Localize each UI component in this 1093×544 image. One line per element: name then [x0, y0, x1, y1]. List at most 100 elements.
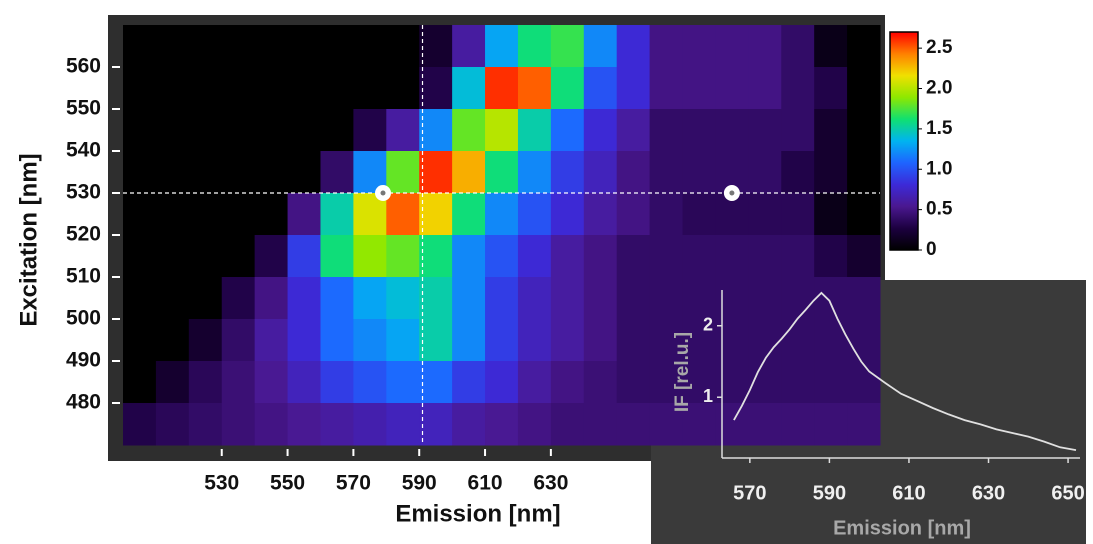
heat-cell: [583, 67, 618, 110]
heat-cell: [155, 67, 190, 110]
x-tick-label: 550: [270, 472, 305, 495]
cursor-marker-center: [729, 190, 735, 196]
heat-cell: [320, 361, 354, 404]
heat-cell: [353, 277, 387, 320]
heat-cell: [485, 67, 519, 110]
heat-cell: [649, 193, 684, 236]
x-tick-label: 590: [813, 482, 846, 504]
heat-cell: [649, 361, 684, 404]
heat-cell: [748, 67, 782, 110]
heat-cell: [254, 319, 289, 362]
cursor-marker-center: [380, 190, 386, 196]
heat-cell: [485, 193, 519, 236]
heat-cell: [616, 361, 651, 404]
y-tick-label: 2: [703, 314, 713, 334]
heat-cell: [287, 361, 321, 404]
heat-cell: [452, 67, 486, 110]
heat-cell: [781, 193, 815, 236]
heat-cell: [682, 193, 716, 236]
heat-cell: [583, 403, 618, 446]
heat-cell: [221, 193, 256, 236]
heat-cell: [221, 151, 256, 194]
heat-cell: [419, 109, 453, 152]
heat-cell: [386, 319, 420, 362]
heat-cell: [814, 361, 848, 404]
heat-cell: [353, 361, 387, 404]
heat-cell: [287, 403, 321, 446]
heat-cell: [353, 235, 387, 278]
heat-cell: [715, 67, 749, 110]
heat-cell: [254, 109, 289, 152]
heat-cell: [386, 25, 420, 68]
y-tick-label: 1: [703, 386, 713, 406]
heat-cell: [748, 151, 782, 194]
heat-cell: [386, 361, 420, 404]
heat-cell: [419, 151, 453, 194]
heat-cell: [254, 361, 289, 404]
heat-cell: [221, 235, 256, 278]
heat-cell: [781, 361, 815, 404]
heat-cell: [123, 109, 157, 152]
heat-cell: [353, 25, 387, 68]
heat-cell: [188, 235, 223, 278]
heat-cell: [254, 277, 289, 320]
heat-cell: [616, 403, 651, 446]
heat-cell: [517, 151, 552, 194]
heat-cell: [386, 277, 420, 320]
heat-cell: [550, 319, 585, 362]
heat-cell: [781, 277, 815, 320]
heat-cell: [682, 109, 716, 152]
heat-cell: [386, 193, 420, 236]
heat-cell: [287, 109, 321, 152]
heat-cell: [715, 25, 749, 68]
heat-cell: [847, 193, 881, 236]
heat-cell: [452, 319, 486, 362]
y-axis-label: IF [rel.u.]: [672, 332, 693, 412]
colorbar-label: 0.5: [926, 199, 953, 220]
colorbar-label: 2.0: [926, 78, 952, 99]
heat-cell: [155, 109, 190, 152]
heat-cell: [781, 403, 815, 446]
heat-cell: [155, 25, 190, 68]
heat-cell: [188, 361, 223, 404]
heat-cell: [419, 67, 453, 110]
x-tick-label: 530: [204, 472, 239, 495]
heat-cell: [386, 151, 420, 194]
heat-cell: [682, 151, 716, 194]
heat-cell: [188, 403, 223, 446]
heat-cell: [188, 109, 223, 152]
heat-cell: [188, 277, 223, 320]
heat-cell: [254, 25, 289, 68]
colorbar-label: 1.0: [926, 158, 952, 179]
heat-cell: [419, 277, 453, 320]
heat-cell: [221, 67, 256, 110]
heat-cell: [715, 361, 749, 404]
heat-cell: [123, 319, 157, 362]
x-tick-label: 630: [533, 472, 568, 495]
heat-cell: [485, 235, 519, 278]
heat-cell: [517, 67, 552, 110]
heat-cell: [814, 109, 848, 152]
y-tick-label: 510: [66, 265, 101, 288]
x-tick-label: 630: [972, 482, 1005, 504]
y-axis-label: Excitation [nm]: [15, 153, 42, 326]
heat-cell: [155, 235, 190, 278]
heat-cell: [320, 67, 354, 110]
heat-cell: [320, 151, 354, 194]
heat-cell: [452, 151, 486, 194]
heat-cell: [287, 277, 321, 320]
colorbar-label: 2.5: [926, 37, 953, 58]
heat-cell: [517, 319, 552, 362]
heat-cell: [287, 193, 321, 236]
y-tick-label: 530: [66, 181, 101, 204]
heat-cell: [485, 277, 519, 320]
heat-cell: [155, 319, 190, 362]
heat-cell: [847, 361, 881, 404]
heat-cell: [583, 235, 618, 278]
heat-cell: [682, 25, 716, 68]
heat-cell: [188, 193, 223, 236]
heat-cell: [155, 403, 190, 446]
x-tick-label: 610: [892, 482, 925, 504]
heat-cell: [485, 109, 519, 152]
heat-cell: [419, 235, 453, 278]
